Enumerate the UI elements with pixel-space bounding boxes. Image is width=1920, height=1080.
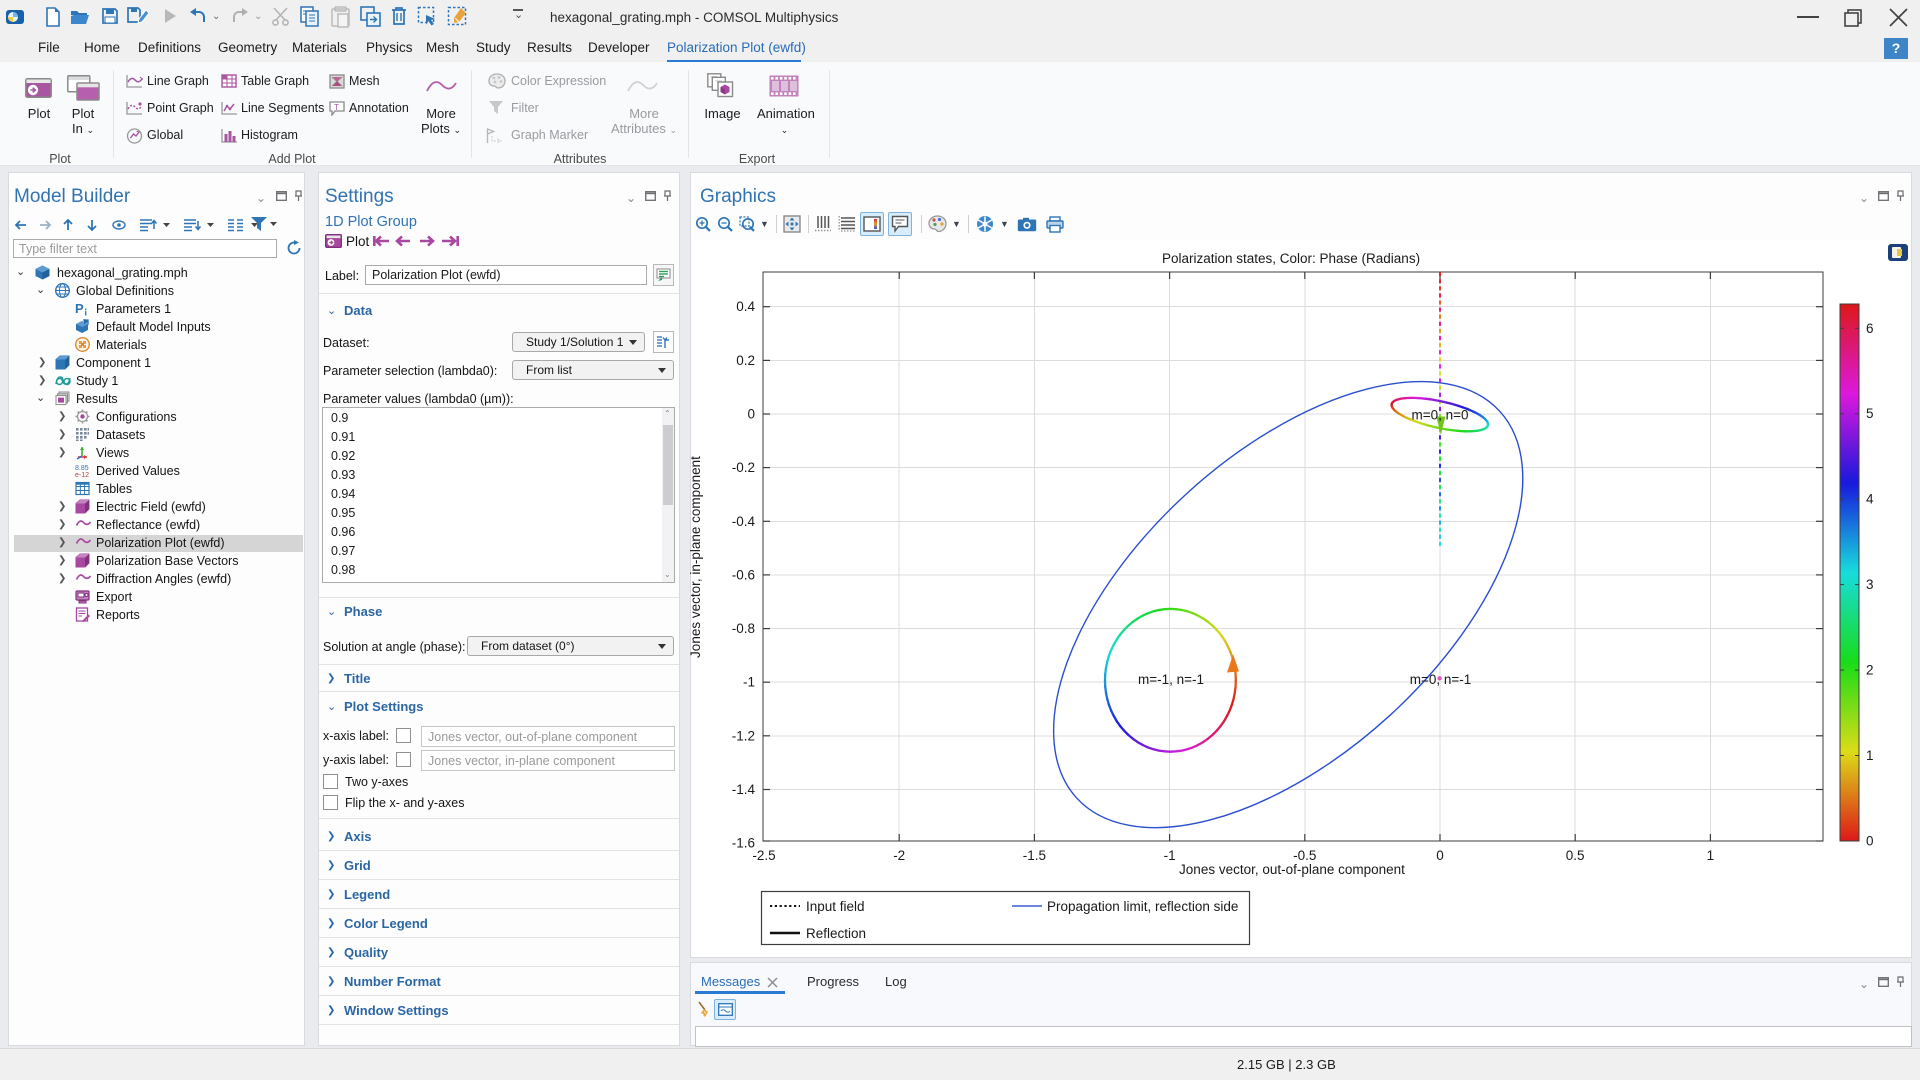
svg-text:m=-1, n=-1: m=-1, n=-1: [1138, 672, 1204, 687]
svg-text:Input field: Input field: [806, 899, 865, 914]
svg-text:Reflection: Reflection: [806, 926, 866, 941]
svg-text:0: 0: [1436, 848, 1444, 863]
svg-text:T: T: [334, 103, 339, 112]
svg-text:-1.6: -1.6: [732, 836, 755, 851]
svg-text:m=0, n=-1: m=0, n=-1: [1410, 672, 1472, 687]
svg-text:e-12: e-12: [75, 472, 89, 478]
svg-text:-1.2: -1.2: [732, 728, 755, 743]
svg-text:1: 1: [1707, 848, 1715, 863]
svg-text:-0.5: -0.5: [1293, 848, 1316, 863]
svg-text:Jones vector, in-plane compone: Jones vector, in-plane component: [690, 456, 703, 658]
svg-text:-2.5: -2.5: [752, 848, 775, 863]
svg-text:6: 6: [1866, 321, 1874, 336]
svg-text:2: 2: [1866, 663, 1874, 678]
svg-text:Jones vector, out-of-plane com: Jones vector, out-of-plane component: [1179, 862, 1405, 877]
svg-text:3: 3: [1866, 577, 1874, 592]
svg-text:1: 1: [1866, 748, 1874, 763]
svg-text:-0.6: -0.6: [732, 567, 755, 582]
svg-text:¡: ¡: [84, 306, 87, 316]
svg-text:-2: -2: [893, 848, 905, 863]
svg-text:0.5: 0.5: [1566, 848, 1585, 863]
svg-text:m=0, n=0: m=0, n=0: [1411, 408, 1468, 423]
svg-text:0.2: 0.2: [736, 353, 755, 368]
svg-text:P: P: [75, 301, 84, 316]
svg-text:0: 0: [1866, 834, 1874, 849]
svg-text:4: 4: [1866, 492, 1874, 507]
svg-text:-0.8: -0.8: [732, 621, 755, 636]
svg-text:0.4: 0.4: [736, 299, 755, 314]
svg-text:-1: -1: [1164, 848, 1176, 863]
svg-text:Polarization states, Color: Ph: Polarization states, Color: Phase (Radia…: [1162, 251, 1420, 266]
svg-text:0: 0: [747, 407, 755, 422]
svg-text:Propagation limit, reflection: Propagation limit, reflection side: [1047, 899, 1238, 914]
svg-text:-1.4: -1.4: [732, 782, 756, 797]
svg-text:8.85: 8.85: [75, 465, 89, 472]
svg-text:5: 5: [1866, 406, 1874, 421]
svg-text:-1.5: -1.5: [1023, 848, 1046, 863]
svg-text:-0.2: -0.2: [732, 460, 755, 475]
svg-text:-1: -1: [743, 675, 755, 690]
svg-text:-0.4: -0.4: [732, 514, 756, 529]
